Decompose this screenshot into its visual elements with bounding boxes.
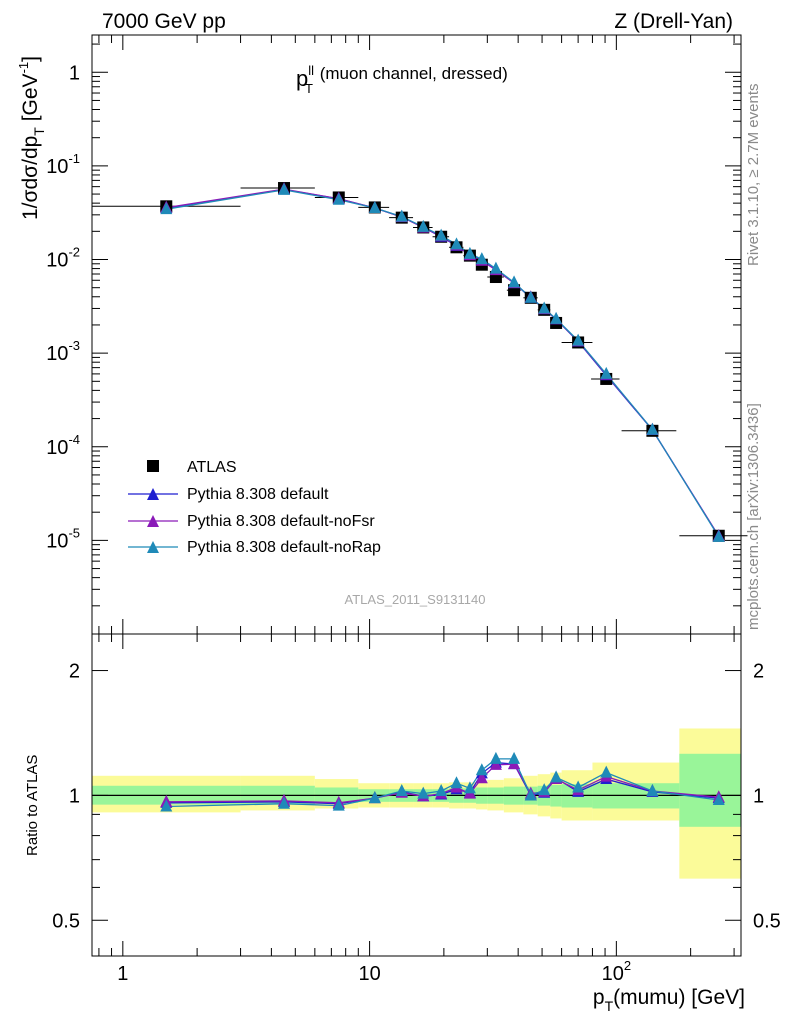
main-ylabel-unit-pre: [GeV xyxy=(19,73,42,127)
ratio-xlabel: pT(mumu) [GeV] xyxy=(593,986,745,1014)
ratio-ylabel: Ratio to ATLAS xyxy=(24,755,41,856)
main-ylabel-text: 1/σdσ/dp xyxy=(19,136,42,220)
ratio-ytick-label: 1 xyxy=(69,785,80,807)
mc-point-norap xyxy=(450,237,463,250)
ratio-point-norap xyxy=(417,786,430,799)
mc-point-norap xyxy=(550,311,563,324)
legend-marker-default xyxy=(147,488,159,500)
main-ylabel-unit-post: ] xyxy=(19,56,42,62)
analysis-watermark: ATLAS_2011_S9131140 xyxy=(345,592,486,607)
main-ytick-label: 10-5 xyxy=(46,525,80,552)
ratio-xlabel-text: p xyxy=(593,986,605,1009)
mcplots-label: mcplots.cern.ch [arXiv:1306.3436] xyxy=(745,403,762,630)
plot-title-sub: T xyxy=(305,81,313,96)
main-ylabel-sub: T xyxy=(31,127,47,136)
main-axes: 1 10-1 10-2 10-3 10-4 10-5 xyxy=(46,35,741,635)
ratio-xtick-label: 1 xyxy=(117,963,128,985)
ratio-point-norap xyxy=(395,783,408,796)
legend-label-nofsr: Pythia 8.308 default-noFsr xyxy=(187,513,375,530)
legend-marker-norap xyxy=(147,541,159,553)
ratio-point-norap xyxy=(712,792,725,805)
ratio-point-norap xyxy=(332,798,345,811)
header-right: Z (Drell-Yan) xyxy=(614,10,733,33)
mc-point-norap xyxy=(417,219,430,232)
legend: ATLAS Pythia 8.308 default Pythia 8.308 … xyxy=(128,459,381,556)
ratio-series-markers xyxy=(160,751,725,812)
mc-point-norap xyxy=(395,209,408,222)
rivet-version-label: Rivet 3.1.10, ≥ 2.7M events xyxy=(745,83,762,267)
mc-point-norap xyxy=(524,290,537,303)
main-ylabel-unit-sup: -1 xyxy=(16,62,31,74)
main-ylabel: 1/σdσ/dpT [GeV-1] xyxy=(16,56,47,220)
main-series-markers xyxy=(160,182,725,542)
ratio-xtick-label: 10 xyxy=(358,963,380,985)
mc-point-norap xyxy=(489,261,502,274)
main-ytick-label: 10-4 xyxy=(46,432,80,459)
legend-marker-atlas xyxy=(147,460,159,472)
legend-label-default: Pythia 8.308 default xyxy=(187,486,329,503)
mc-point-norap xyxy=(538,301,551,314)
legend-label-norap: Pythia 8.308 default-noRap xyxy=(187,539,381,556)
mc-point-norap xyxy=(278,182,291,195)
legend-label-atlas: ATLAS xyxy=(187,459,237,476)
main-panel: 1 10-1 10-2 10-3 10-4 10-5 pll T (muon channel… xyxy=(16,34,748,635)
ratio-point-nofsr xyxy=(475,771,488,784)
mc-point-norap xyxy=(332,192,345,205)
plot-title-sup: ll xyxy=(308,63,314,78)
ratio-ytick-label: 2 xyxy=(69,661,80,683)
ratio-point-norap xyxy=(524,788,537,801)
ratio-point-norap xyxy=(368,791,381,804)
main-ytick-label: 10-3 xyxy=(46,338,80,365)
ratio-ytick-label-right: 1 xyxy=(753,785,764,807)
ratio-frame xyxy=(91,633,742,957)
main-ytick-label: 10-1 xyxy=(46,151,80,178)
ratio-ytick-label-right: 2 xyxy=(753,661,764,683)
ratio-xlabel-rest: (mumu) [GeV] xyxy=(613,986,745,1009)
ratio-point-norap xyxy=(160,799,173,812)
ratio-point-norap xyxy=(508,751,521,764)
mc-point-norap xyxy=(475,252,488,265)
ratio-point-norap xyxy=(646,783,659,796)
ratio-point-norap xyxy=(572,780,585,793)
ratio-ytick-label: 0.5 xyxy=(52,910,80,932)
plot-title-main: p xyxy=(296,66,308,91)
plot-title-rest: (muon channel, dressed) xyxy=(315,64,508,83)
ratio-xlabel-sub: T xyxy=(605,998,614,1014)
ratio-point-norap xyxy=(463,781,476,794)
ratio-point-norap xyxy=(600,765,613,778)
ratio-point-norap xyxy=(538,783,551,796)
main-ytick-label: 10-2 xyxy=(46,245,80,272)
ratio-point-norap xyxy=(489,751,502,764)
legend-marker-nofsr xyxy=(147,515,159,527)
mc-point-norap xyxy=(435,228,448,241)
mc-point-norap xyxy=(463,246,476,259)
ratio-point-norap xyxy=(550,770,563,783)
main-ytick-label: 1 xyxy=(69,62,80,84)
ratio-axes: 0.5 0.5 1 1 2 2 1 10 102 xyxy=(52,634,781,985)
ratio-point-norap xyxy=(450,776,463,789)
mc-point-norap xyxy=(712,529,725,542)
mc-point-norap xyxy=(160,202,173,215)
mc-point-norap xyxy=(600,366,613,379)
mc-point-norap xyxy=(572,333,585,346)
ratio-ytick-label-right: 0.5 xyxy=(753,910,781,932)
plot-title: pll T (muon channel, dressed) xyxy=(296,63,508,96)
mc-point-norap xyxy=(646,422,659,435)
header-left: 7000 GeV pp xyxy=(102,10,226,33)
ratio-point-norap xyxy=(475,763,488,776)
band-inner xyxy=(679,753,741,827)
ratio-point-norap xyxy=(278,796,291,809)
ratio-xtick-label: 102 xyxy=(602,958,631,985)
ratio-panel: 0.5 0.5 1 1 2 2 1 10 102 Ratio to ATLAS pT(mumu)… xyxy=(24,633,781,1014)
mc-point-norap xyxy=(368,200,381,213)
ratio-point-norap xyxy=(435,783,448,796)
mc-point-norap xyxy=(508,275,521,288)
